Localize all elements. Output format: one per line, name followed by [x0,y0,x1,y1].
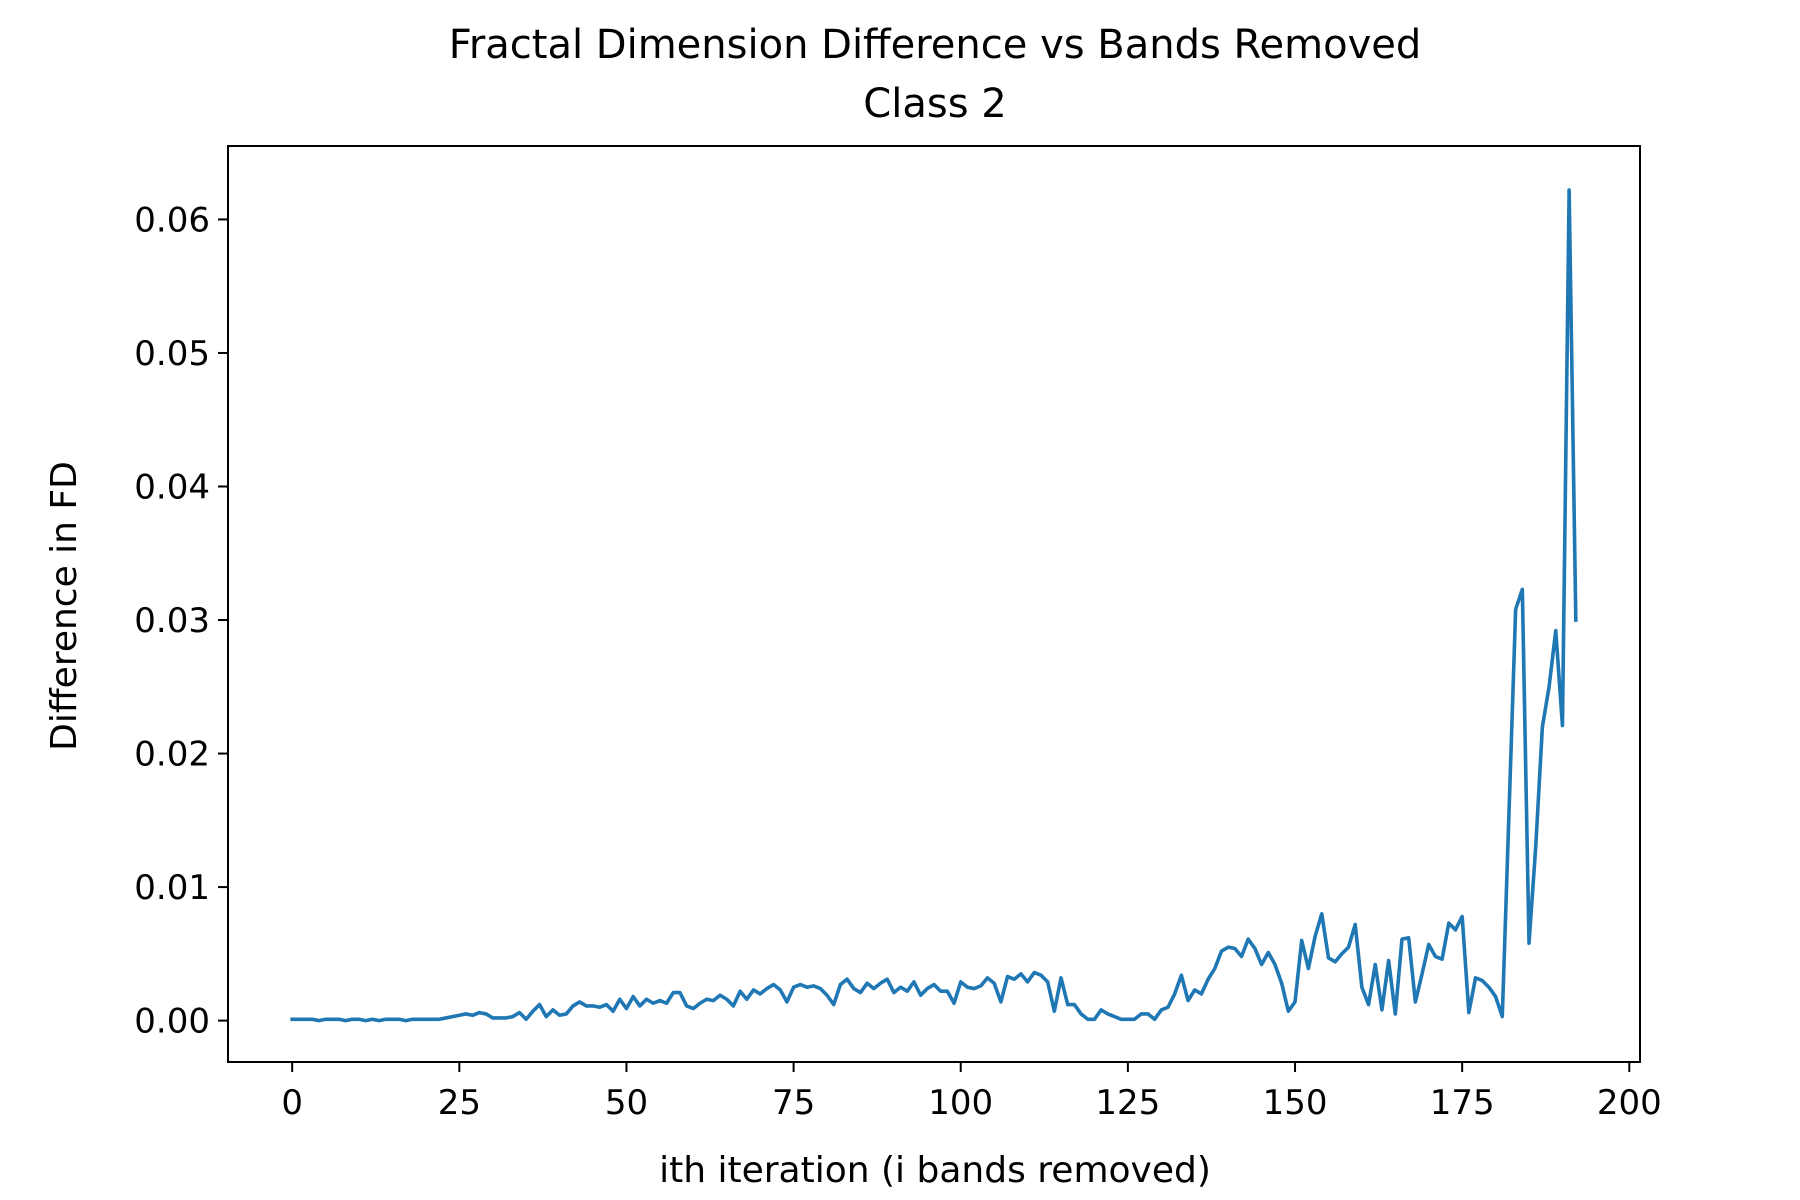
x-tick-label: 0 [281,1083,303,1123]
x-tick-label: 75 [772,1083,815,1123]
x-tick-label: 50 [605,1083,648,1123]
x-tick-label: 25 [438,1083,481,1123]
series-line [290,188,1578,1023]
chart-subtitle: Class 2 [863,81,1006,127]
plot-frame [227,145,1641,1063]
x-tick-label: 125 [1095,1083,1160,1123]
chart-title: Fractal Dimension Difference vs Bands Re… [449,22,1422,68]
y-tick-label: 0.05 [134,334,210,374]
y-axis-label: Difference in FD [44,461,85,751]
y-axis: 0.00 0.01 0.02 0.03 0.04 0.05 0.06 [134,200,228,1042]
y-tick-label: 0.00 [134,1002,210,1042]
y-tick-label: 0.03 [134,601,210,641]
x-tick-label: 175 [1430,1083,1495,1123]
x-tick-label: 150 [1263,1083,1328,1123]
x-axis-label: ith iteration (i bands removed) [659,1150,1211,1191]
x-tick-label: 100 [928,1083,993,1123]
y-tick-label: 0.02 [134,735,210,775]
x-axis: 0 25 50 75 100 125 150 175 200 [281,1062,1662,1123]
y-tick-label: 0.01 [134,868,210,908]
y-tick-label: 0.06 [134,200,210,240]
y-tick-label: 0.04 [134,467,210,507]
x-tick-label: 200 [1597,1083,1662,1123]
